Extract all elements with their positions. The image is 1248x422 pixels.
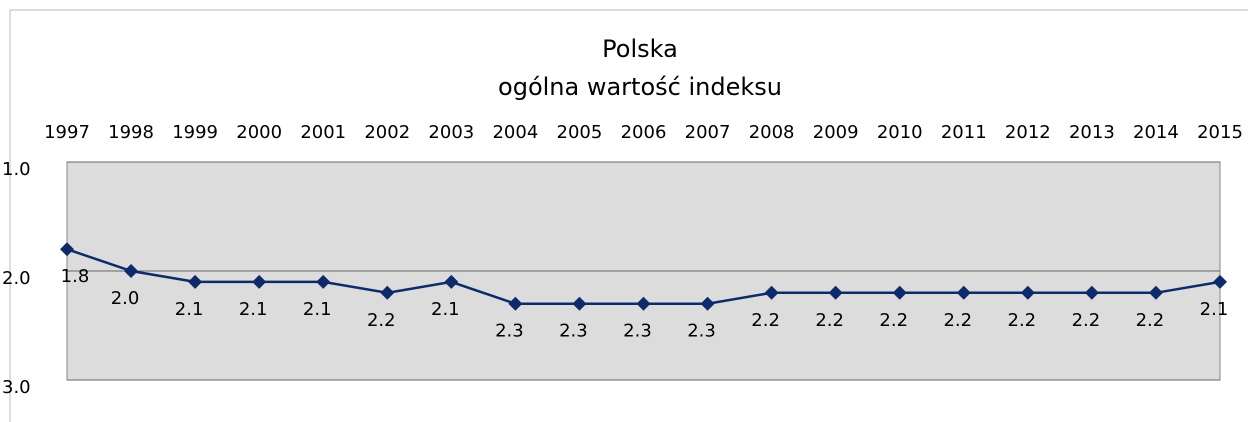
data-label: 2.2 [751,310,780,331]
data-label: 2.3 [623,321,652,342]
marker [252,274,267,289]
marker [380,285,395,300]
chart-title: Polska [602,35,678,63]
marker [508,296,523,311]
marker [1213,274,1227,289]
data-label: 2.1 [239,299,268,320]
marker [1084,285,1099,300]
x-tick-label: 2000 [236,122,282,143]
x-tick-label: 2004 [492,122,538,143]
x-tick-label: 2014 [1133,122,1179,143]
data-label: 2.2 [943,310,972,331]
data-label: 2.2 [1136,310,1165,331]
data-label: 2.0 [111,288,140,309]
data-label: 2.3 [687,321,716,342]
marker [124,264,139,278]
y-tick-label: 3.0 [2,377,31,398]
x-tick-label: 2003 [428,122,474,143]
data-label: 2.1 [431,299,460,320]
marker [956,285,971,300]
marker [444,274,459,289]
data-label: 2.2 [815,310,844,331]
marker [764,285,779,300]
x-tick-label: 2009 [813,122,859,143]
x-tick-label: 2012 [1005,122,1051,143]
data-label: 2.2 [367,310,396,331]
x-tick-label: 1997 [44,122,90,143]
x-tick-label: 1999 [172,122,218,143]
marker [636,296,651,311]
data-label: 1.8 [61,266,90,287]
data-label: 2.1 [303,299,332,320]
data-label: 2.2 [879,310,908,331]
chart-subtitle: ogólna wartość indeksu [498,73,782,101]
x-tick-label: 1998 [108,122,154,143]
y-tick-label: 1.0 [2,159,31,180]
marker [892,285,907,300]
marker [60,242,74,257]
x-tick-label: 2015 [1197,122,1243,143]
marker [1148,285,1163,300]
x-tick-label: 2011 [941,122,987,143]
x-tick-label: 2008 [749,122,795,143]
marker [316,274,331,289]
y-tick-label: 2.0 [2,268,31,289]
data-label: 2.2 [1008,310,1037,331]
data-label: 2.1 [1200,299,1229,320]
x-tick-label: 2005 [557,122,603,143]
x-tick-label: 2010 [877,122,923,143]
marker [700,296,715,311]
marker [828,285,843,300]
x-tick-label: 2013 [1069,122,1115,143]
data-label: 2.3 [559,321,588,342]
x-tick-label: 2001 [300,122,346,143]
data-label: 2.1 [175,299,204,320]
marker [188,274,203,289]
data-label: 2.3 [495,321,524,342]
x-tick-label: 2007 [685,122,731,143]
marker [572,296,587,311]
x-tick-label: 2006 [621,122,667,143]
x-tick-label: 2002 [364,122,410,143]
marker [1020,285,1035,300]
data-label: 2.2 [1072,310,1101,331]
